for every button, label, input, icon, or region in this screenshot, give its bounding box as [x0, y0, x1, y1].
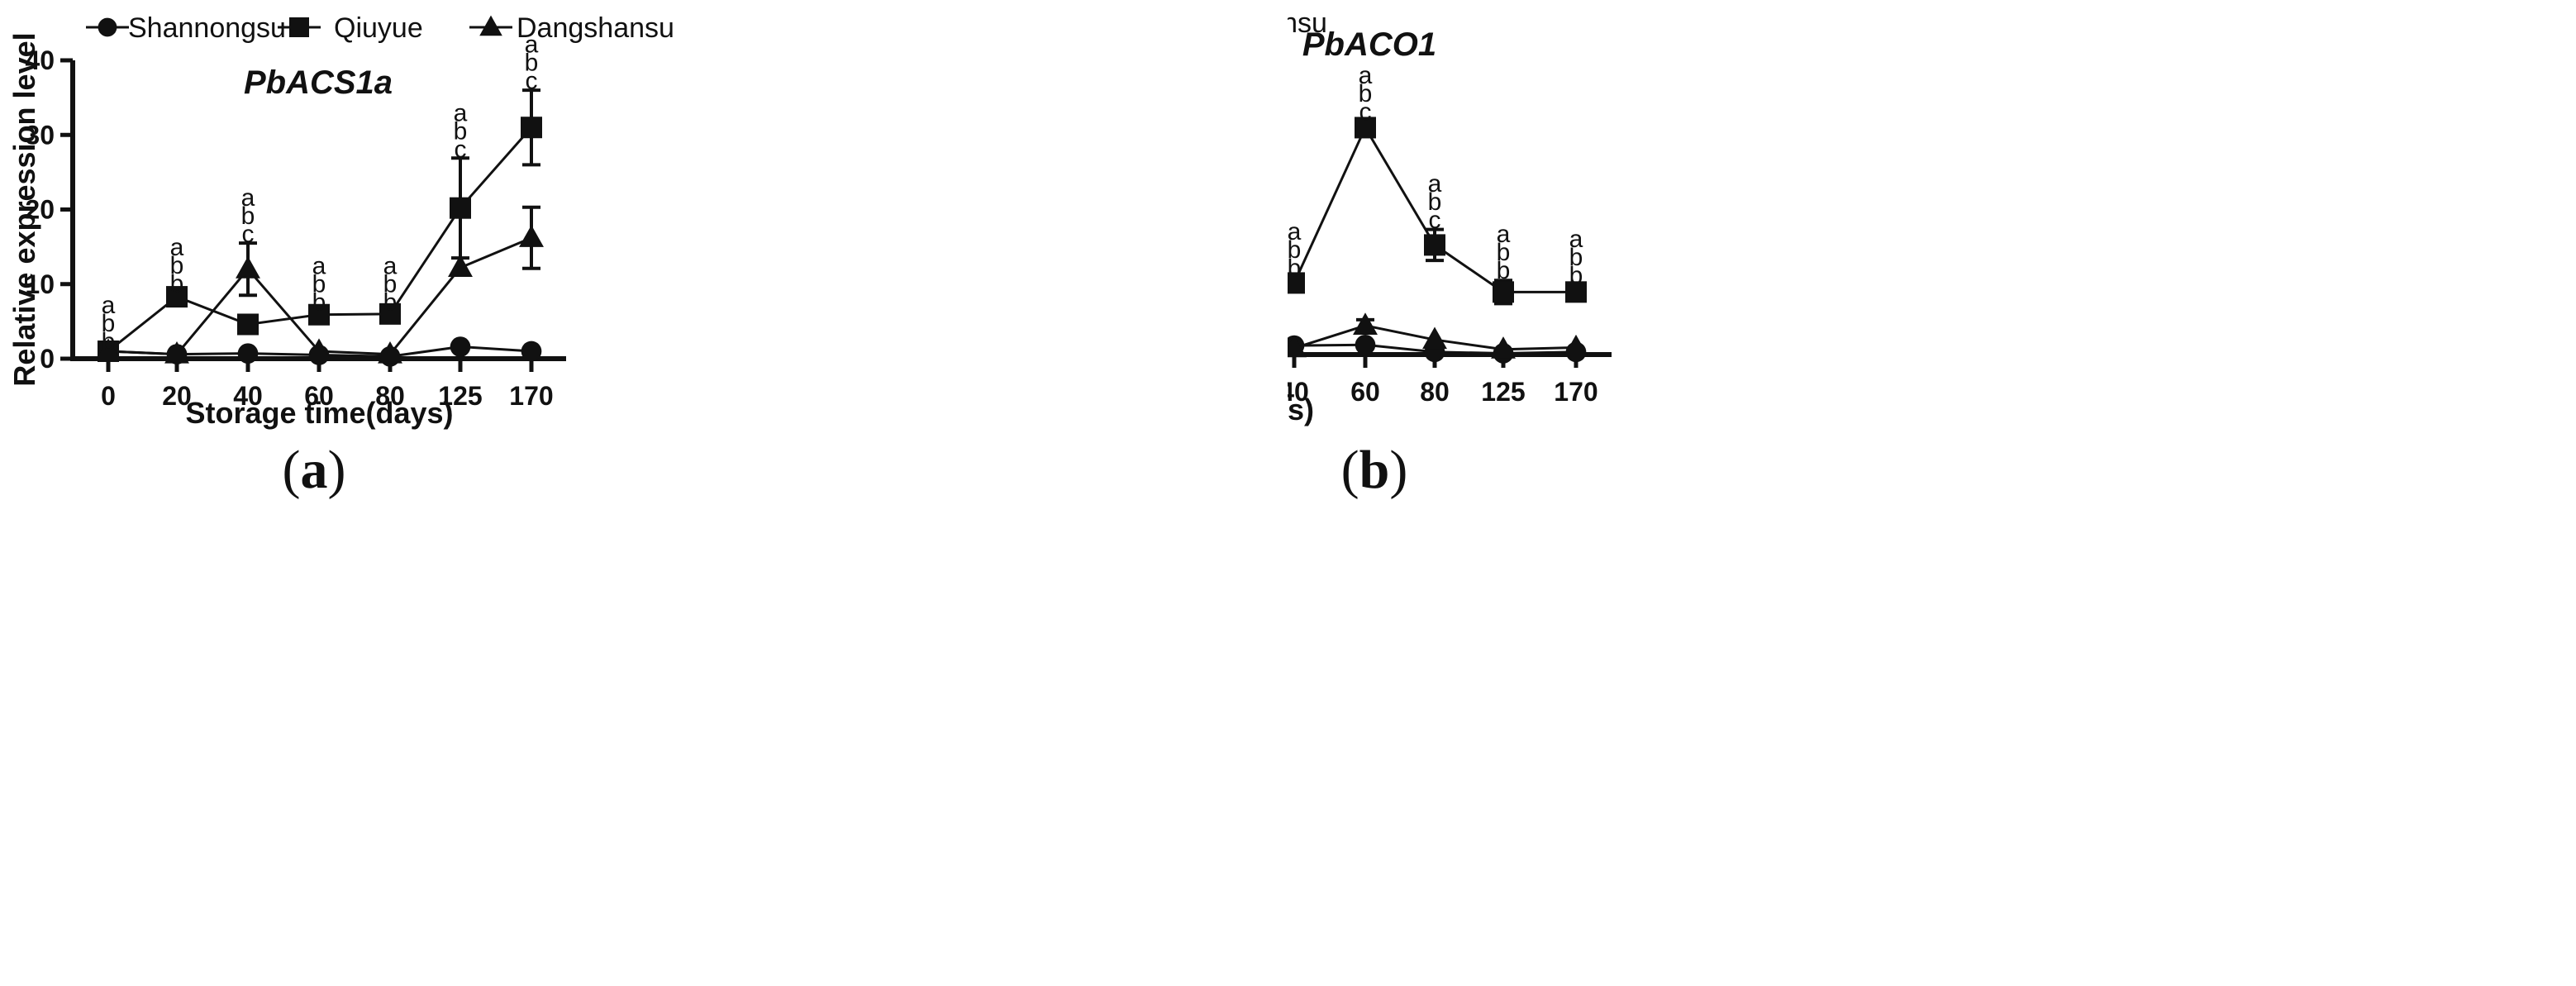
data-point-dangshansu — [378, 341, 402, 364]
data-point-qiuyue — [1424, 234, 1445, 256]
data-point-shannongsu — [521, 341, 542, 362]
data-point-qiuyue — [308, 303, 330, 326]
significance-letter: c — [1359, 98, 1372, 126]
legend-label: Qiuyue — [334, 12, 423, 44]
significance-letter: b — [1359, 80, 1373, 107]
x-tick-label: 170 — [1554, 377, 1598, 407]
data-point-dangshansu — [1353, 312, 1378, 335]
significance-letter: b — [383, 288, 398, 316]
x-tick-label: 20 — [162, 381, 192, 411]
data-point-dangshansu — [1491, 336, 1516, 359]
y-tick-label: 30 — [25, 120, 55, 150]
legend-label: Dangshansu — [1288, 7, 1327, 39]
x-tick-label: 40 — [1288, 377, 1309, 407]
significance-letter: b — [312, 270, 326, 298]
significance-letter: a — [525, 31, 539, 58]
significance-letter: a — [241, 184, 255, 212]
chart-panel-a: 0 10 20 30 40 0 20 40 60 80 125 170 Storage time(day… — [7, 12, 674, 500]
significance-letter: b — [525, 49, 539, 76]
data-point-qiuyue — [1493, 281, 1514, 303]
data-point-dangshansu — [307, 338, 331, 361]
significance-letter: b — [454, 117, 468, 145]
significance-letter: a — [1359, 62, 1373, 89]
data-point-dangshansu — [1422, 326, 1447, 350]
significance-letter: a — [1569, 226, 1583, 253]
data-point-qiuyue — [450, 197, 471, 219]
y-tick-label: 0 — [40, 344, 55, 374]
y-tick-label: 20 — [25, 195, 55, 225]
significance-letter: a — [102, 292, 116, 319]
legend-marker-shannongsu — [98, 17, 117, 37]
significance-letter: c — [455, 136, 467, 163]
x-tick-label: 0 — [101, 381, 116, 411]
significance-letter: c — [1429, 207, 1441, 234]
x-axis-title: Storage time(days) — [1288, 393, 1314, 426]
x-tick-label: 60 — [1350, 377, 1380, 407]
significance-letter: b — [170, 252, 184, 279]
panel-caption: (a) — [283, 440, 346, 500]
data-point-qiuyue — [1288, 272, 1305, 294]
data-point-dangshansu — [448, 255, 473, 277]
data-point-qiuyue — [521, 117, 542, 139]
x-tick-label: 40 — [233, 381, 263, 411]
significance-letter: b — [102, 328, 116, 355]
data-point-shannongsu — [237, 343, 259, 364]
significance-letter: a — [170, 234, 184, 261]
data-point-dangshansu — [1288, 335, 1307, 358]
significance-letter: a — [454, 99, 468, 126]
significance-letter: c — [526, 67, 538, 94]
significance-letter: b — [1497, 257, 1511, 284]
chart-title: PbACO1 — [1302, 26, 1436, 63]
significance-letter: b — [241, 202, 255, 230]
significance-letter: b — [312, 288, 326, 316]
x-tick-label: 80 — [1420, 377, 1450, 407]
y-tick-label: 10 — [25, 269, 55, 299]
significance-letter: a — [312, 252, 326, 279]
data-point-qiuyue — [379, 302, 401, 325]
x-axis-title: Storage time(days) — [185, 396, 453, 430]
data-point-dangshansu — [519, 225, 544, 247]
x-tick-label: 80 — [375, 381, 405, 411]
significance-letter: a — [1428, 170, 1442, 198]
legend-marker-qiuyue — [289, 17, 309, 37]
significance-letter: b — [1428, 188, 1442, 216]
y-tick-label: 40 — [25, 45, 55, 75]
significance-letter: b — [383, 270, 398, 298]
x-tick-label: 60 — [304, 381, 334, 411]
significance-letter: a — [383, 252, 398, 279]
x-tick-label: 125 — [1481, 377, 1525, 407]
chart-panel-b: 05101520020406080125170Storage time(days… — [1288, 7, 1612, 500]
data-point-qiuyue — [1565, 281, 1587, 303]
significance-letter: b — [1288, 236, 1301, 264]
significance-letter: c — [242, 221, 255, 248]
data-point-qiuyue — [1355, 117, 1376, 139]
data-point-qiuyue — [237, 313, 259, 336]
panel-caption: (b) — [1341, 440, 1408, 500]
legend-marker-dangshansu — [479, 15, 502, 36]
data-point-qiuyue — [166, 286, 188, 308]
significance-letter: b — [1569, 262, 1583, 289]
data-point-dangshansu — [1564, 334, 1588, 357]
y-axis-title: Relative expression level — [7, 32, 41, 386]
significance-letter: a — [1288, 218, 1302, 245]
chart-title: PbACS1a — [244, 64, 393, 101]
significance-letter: b — [170, 270, 184, 298]
x-tick-label: 125 — [438, 381, 482, 411]
data-point-shannongsu — [450, 336, 471, 357]
significance-letter: b — [102, 310, 116, 337]
data-point-dangshansu — [164, 341, 189, 364]
significance-letter: a — [1497, 221, 1511, 248]
x-tick-label: 170 — [509, 381, 553, 411]
data-point-shannongsu — [1355, 334, 1376, 355]
significance-letter: b — [1497, 239, 1511, 266]
data-point-dangshansu — [96, 338, 121, 361]
legend-label: Shannongsu — [128, 12, 286, 44]
significance-letter: b — [1288, 255, 1301, 282]
legend-label: Dangshansu — [517, 12, 674, 44]
significance-letter: b — [1569, 244, 1583, 271]
data-point-dangshansu — [236, 256, 260, 279]
